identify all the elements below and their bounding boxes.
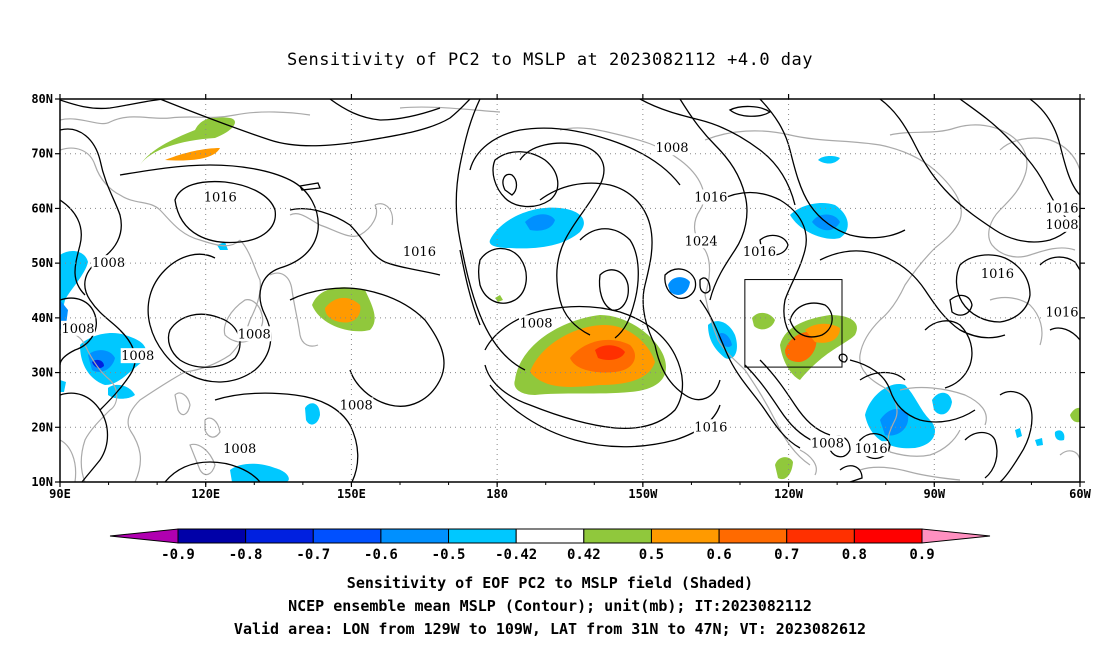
coastlines (60, 106, 1080, 482)
contour-label-text: 1016 (855, 442, 888, 457)
contour-label-18: 1008 (810, 435, 845, 452)
colorbar-label-0: -0.9 (161, 547, 195, 563)
contour-label-15: 1008 (339, 397, 374, 413)
map-frame (59, 98, 1081, 483)
lon-tick-label-3: 180 (486, 487, 508, 501)
contour-label-text: 1016 (403, 245, 436, 260)
contour-label-text: 1008 (655, 141, 688, 156)
colorbar-box-5 (515, 528, 585, 544)
lat-tick-label-0: 80N (31, 92, 53, 106)
colorbar-label-11: 0.9 (909, 547, 934, 563)
contour-label-text: 1008 (61, 322, 94, 337)
lon-tick-label-7: 60W (1069, 487, 1091, 501)
colorbar-box-9 (786, 528, 855, 544)
contour-label-13: 1008 (120, 348, 155, 364)
lon-tick-label-4: 150W (628, 487, 658, 501)
lon-tick-label-5: 120W (774, 487, 804, 501)
contour-label-text: 1008 (92, 256, 125, 271)
contour-label-text: 1016 (204, 190, 237, 205)
contour-label-14: 1016 (1045, 304, 1079, 320)
colorbar-label-8: 0.6 (706, 547, 731, 563)
colorbar-box-3 (380, 528, 450, 544)
caption-line-1: Sensitivity of EOF PC2 to MSLP field (Sh… (346, 574, 754, 592)
map-title: Sensitivity of PC2 to MSLP at 2023082112… (286, 50, 813, 70)
colorbar-label-3: -0.6 (364, 547, 398, 563)
lon-tick-label-6: 90W (923, 487, 945, 501)
contour-label-text: 1016 (694, 190, 727, 205)
colorbar-label-7: 0.5 (639, 547, 664, 563)
contour-label-text: 1016 (694, 420, 727, 435)
contour-label-10: 1008 (61, 320, 95, 337)
contour-label-text: 1008 (1045, 218, 1078, 233)
colorbar-label-2: -0.7 (296, 547, 330, 563)
contour-label-text: 1024 (685, 234, 718, 249)
lat-tick-label-2: 60N (31, 201, 53, 215)
contour-label-1: 1016 (203, 189, 238, 205)
colorbar-label-1: -0.8 (229, 547, 263, 563)
colorbar-box-8 (718, 528, 788, 544)
contour-label-9: 1016 (1045, 200, 1079, 216)
lat-tick-label-4: 40N (31, 311, 53, 325)
colorbar-label-6: 0.42 (567, 547, 601, 563)
colorbar-high-triangle (921, 528, 991, 544)
colorbar-label-10: 0.8 (842, 547, 867, 563)
colorbar-box-10 (853, 528, 923, 544)
colorbar-box-1 (245, 528, 314, 544)
lon-tick-label-2: 150E (337, 487, 366, 501)
contour-label-text: 1016 (1045, 305, 1078, 320)
contour-label-text: 1008 (121, 349, 154, 364)
contour-label-2: 1016 (693, 189, 728, 205)
contour-label-0: 1008 (655, 140, 689, 156)
caption-line-3: Valid area: LON from 129W to 109W, LAT f… (233, 620, 867, 638)
contour-label-text: 1008 (811, 437, 844, 452)
colorbar-box-2 (312, 528, 382, 544)
contour-label-6: 1016 (742, 244, 777, 260)
lat-tick-label-6: 20N (31, 420, 53, 434)
caption-line-2: NCEP ensemble mean MSLP (Contour); unit(… (288, 597, 812, 615)
lat-tick-label-1: 70N (31, 147, 53, 161)
lon-tick-label-1: 120E (191, 487, 220, 501)
contour-label-text: 1008 (238, 327, 271, 342)
contour-label-19: 1016 (854, 441, 889, 457)
colorbar: -0.9 -0.8 -0.7 -0.6 -0.5 -0.42 0.42 0.5 0.6 0.7 0.… (109, 528, 991, 563)
colorbar-box-4 (448, 528, 517, 544)
shaded-positive-sensitivity (140, 117, 1080, 480)
colorbar-label-4: -0.5 (432, 547, 466, 563)
colorbar-box-0 (177, 528, 247, 544)
contour-label-text: 1008 (223, 442, 256, 457)
contour-label-7: 1016 (980, 266, 1015, 282)
colorbar-label-5: -0.42 (495, 547, 537, 563)
contour-label-17: 1008 (222, 441, 257, 457)
colorbar-low-triangle (109, 528, 179, 544)
contour-label-12: 1008 (519, 315, 553, 331)
lat-tick-label-5: 30N (31, 366, 53, 380)
contour-label-16: 1016 (693, 419, 728, 435)
sensitivity-map: 1008 1016 1016 1008 1016 1024 1016 1016 1008 1016… (31, 92, 1091, 563)
contour-label-4: 1016 (402, 244, 437, 260)
contour-label-11: 1008 (237, 326, 272, 342)
colorbar-label-9: 0.7 (774, 547, 799, 563)
shaded-negative-sensitivity (60, 155, 1065, 482)
contour-labels: 1008 1016 1016 1008 1016 1024 1016 1016 1008 1016… (61, 140, 1079, 457)
contour-label-text: 1016 (981, 267, 1014, 282)
lat-tick-label-7: 10N (31, 475, 53, 489)
contour-label-text: 1016 (1045, 201, 1078, 216)
valid-area-box (744, 279, 843, 368)
contour-label-text: 1016 (743, 245, 776, 260)
contour-label-text: 1008 (519, 316, 552, 331)
contour-label-3: 1008 (91, 255, 126, 271)
map-gridlines (60, 99, 1081, 482)
contour-label-8: 1008 (1045, 216, 1079, 233)
contour-label-5: 1024 (684, 233, 719, 249)
contour-label-text: 1008 (340, 398, 373, 413)
colorbar-box-7 (650, 528, 720, 544)
colorbar-box-6 (583, 528, 652, 544)
lat-tick-label-3: 50N (31, 256, 53, 270)
lon-tick-label-0: 90E (49, 487, 71, 501)
